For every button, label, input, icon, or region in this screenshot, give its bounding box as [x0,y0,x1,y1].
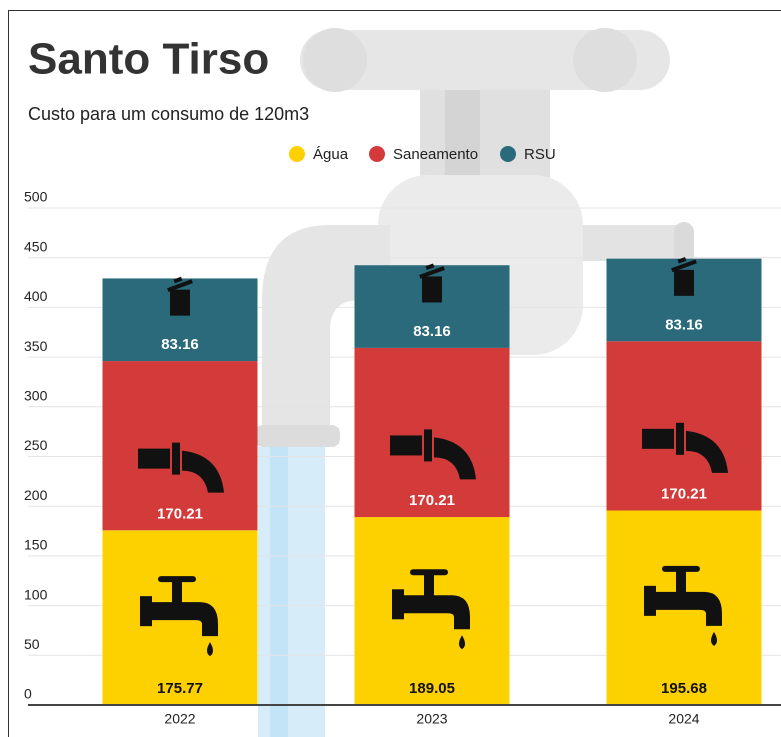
y-tick-label: 200 [24,487,48,503]
icon-part [459,635,465,650]
icon-part [662,565,700,572]
icon-part [676,422,684,455]
icon-part [392,589,404,620]
icon-part [152,602,218,637]
x-tick-label: 2023 [416,711,447,727]
legend-swatch [369,146,385,162]
value-label: 170.21 [157,505,203,522]
segment-icon [140,576,218,657]
legend-label: RSU [524,146,556,163]
icon-part [674,269,694,296]
value-label: 175.77 [157,680,203,697]
faucet-decoration [255,28,694,737]
y-tick-label: 0 [24,686,32,702]
segment-icon [419,263,445,303]
y-tick-label: 250 [24,437,48,453]
segment-icon [644,565,722,646]
legend-label: Saneamento [393,146,478,163]
y-tick-label: 350 [24,338,48,354]
value-label: 189.05 [409,680,455,697]
legend-label: Água [313,146,349,163]
icon-part [158,576,196,583]
icon-part [167,279,193,292]
icon-part [656,591,722,626]
icon-part [424,429,432,462]
icon-part [434,437,476,480]
y-tick-label: 50 [24,636,40,652]
icon-part [686,430,728,473]
value-label: 195.68 [661,680,707,697]
segment-icon [671,256,697,296]
icon-part [711,631,717,646]
y-tick-label: 500 [24,189,48,205]
icon-part [390,435,422,456]
segment-icon [390,429,476,480]
value-label: 170.21 [661,485,707,502]
y-tick-label: 150 [24,537,48,553]
icon-part [642,428,674,449]
icon-part [140,596,152,627]
icon-part [671,259,697,273]
legend-swatch [500,146,516,162]
y-tick-label: 400 [24,288,48,304]
icon-part [419,266,445,279]
frame [8,10,781,737]
icon-part [172,580,182,605]
icon-part [676,569,686,594]
icon-part [170,289,190,316]
value-label: 83.16 [665,316,703,333]
value-label: 170.21 [409,492,455,509]
value-label: 83.16 [413,323,451,340]
segment-icon [392,569,470,650]
icon-part [173,276,183,284]
segment-icon [138,442,224,493]
icon-part [677,256,687,264]
icon-part [425,263,435,271]
y-tick-label: 450 [24,238,48,254]
y-tick-label: 300 [24,388,48,404]
x-tick-label: 2022 [164,711,195,727]
chart-title: Santo Tirso [28,35,269,84]
chart-subtitle: Custo para um consumo de 120m3 [28,104,309,124]
icon-part [422,276,442,303]
icon-part [172,442,180,475]
x-tick-label: 2024 [668,711,699,727]
icon-part [207,642,213,657]
value-label: 83.16 [161,336,199,353]
icon-part [404,595,470,630]
icon-part [644,585,656,616]
icon-part [182,450,224,493]
segment-icon [642,422,728,473]
legend-swatch [289,146,305,162]
y-tick-label: 100 [24,586,48,602]
icon-part [138,448,170,469]
icon-part [424,573,434,598]
segment-icon [167,276,193,316]
icon-part [410,569,448,576]
